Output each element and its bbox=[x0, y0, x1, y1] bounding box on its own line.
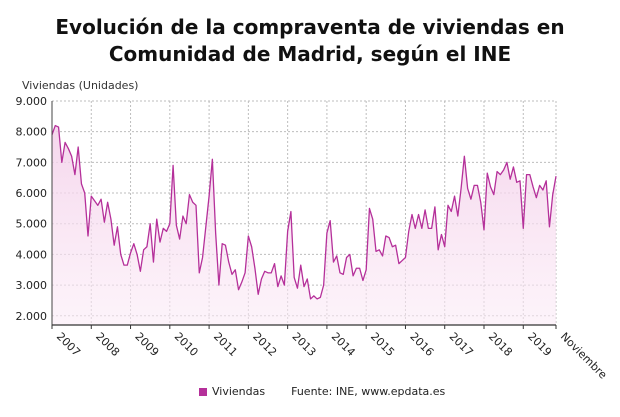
y-tick-label: 5.000 bbox=[16, 218, 48, 231]
y-tick-labels: 2.000 3.000 4.000 5.000 6.000 7.000 8.000 9.000 bbox=[16, 95, 48, 323]
x-tick-label: 2012 bbox=[250, 330, 279, 359]
x-tick-label: 2014 bbox=[329, 330, 358, 359]
x-tick-label: 2015 bbox=[368, 330, 397, 359]
y-tick-label: 7.000 bbox=[16, 156, 48, 169]
y-tick-label: 2.000 bbox=[16, 310, 48, 323]
y-axis-label: Viviendas (Unidades) bbox=[22, 79, 139, 92]
x-tick-label: 2011 bbox=[211, 330, 240, 359]
legend-swatch bbox=[199, 387, 207, 396]
y-tick-label: 3.000 bbox=[16, 279, 48, 292]
y-tick-label: 6.000 bbox=[16, 187, 48, 200]
chart-title: Evolución de la compraventa de viviendas… bbox=[55, 15, 565, 66]
y-tick-label: 8.000 bbox=[16, 126, 48, 139]
x-tick-label: 2007 bbox=[54, 330, 83, 359]
x-tick-label: 2016 bbox=[407, 330, 436, 359]
y-tick-label: 4.000 bbox=[16, 248, 48, 261]
x-tick-label: 2009 bbox=[132, 330, 161, 359]
legend-label: Viviendas bbox=[212, 385, 266, 398]
x-tick-label: 2013 bbox=[290, 330, 319, 359]
area-layer bbox=[51, 124, 557, 325]
x-tick-label: 2018 bbox=[486, 330, 515, 359]
legend: Viviendas Fuente: INE, www.epdata.es bbox=[199, 385, 445, 398]
x-tick-label: 2008 bbox=[93, 330, 122, 359]
y-tick-label: 9.000 bbox=[16, 95, 48, 108]
series-line-viviendas bbox=[51, 124, 557, 300]
series-area-fill bbox=[52, 125, 556, 325]
axis-layer bbox=[51, 101, 557, 329]
x-tick-label: Noviembre bbox=[558, 330, 610, 382]
x-tick-label: 2019 bbox=[525, 330, 554, 359]
x-tick-labels: 2007 2008 2009 2010 2011 2012 2013 2014 2015 2016… bbox=[54, 330, 610, 382]
x-tick-label: 2017 bbox=[447, 330, 476, 359]
source-text: Fuente: INE, www.epdata.es bbox=[291, 385, 446, 398]
x-tick-label: 2010 bbox=[172, 330, 201, 359]
